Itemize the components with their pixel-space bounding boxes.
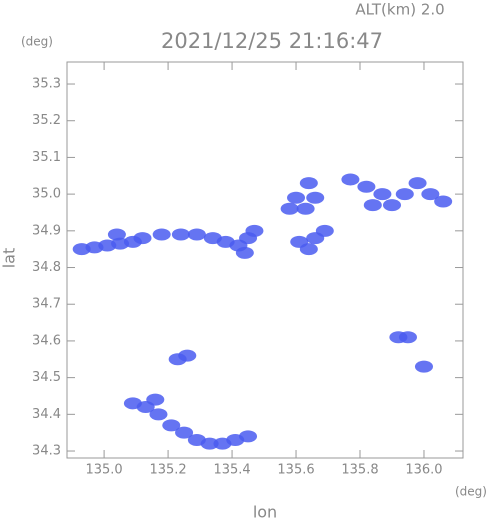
echo bbox=[299, 243, 318, 256]
echo bbox=[363, 199, 382, 212]
y-tick-label: 34.7 bbox=[32, 297, 61, 312]
y-tick-label: 35.3 bbox=[32, 77, 61, 92]
echo bbox=[382, 199, 401, 212]
echo bbox=[178, 349, 197, 362]
echo bbox=[306, 191, 325, 204]
x-tick-label: 135.8 bbox=[341, 463, 378, 478]
x-tick-label: 135.2 bbox=[149, 463, 186, 478]
y-tick-label: 34.5 bbox=[32, 370, 61, 385]
echo bbox=[245, 224, 264, 237]
echo bbox=[133, 232, 152, 245]
y-tick-label: 34.8 bbox=[32, 260, 61, 275]
plot-frame bbox=[66, 61, 464, 459]
echo bbox=[373, 188, 392, 201]
echo bbox=[200, 437, 219, 450]
y-axis-label: lat bbox=[0, 248, 19, 269]
echo bbox=[434, 195, 453, 208]
echo bbox=[287, 191, 306, 204]
echo bbox=[187, 228, 206, 241]
echo bbox=[398, 331, 417, 344]
echo bbox=[175, 426, 194, 439]
echo bbox=[152, 228, 171, 241]
y-tick-label: 35.0 bbox=[32, 187, 61, 202]
echo bbox=[146, 393, 165, 406]
echo bbox=[421, 188, 440, 201]
echo bbox=[235, 246, 254, 259]
echo bbox=[299, 177, 318, 190]
echo bbox=[239, 430, 258, 443]
echo bbox=[414, 360, 433, 373]
echo bbox=[395, 188, 414, 201]
y-tick-label: 34.6 bbox=[32, 333, 61, 348]
x-tick-label: 135.4 bbox=[213, 463, 250, 478]
echo bbox=[280, 202, 299, 215]
x-tick-label: 135.0 bbox=[85, 463, 122, 478]
echo bbox=[408, 177, 427, 190]
subtitle: ALT(km) 2.0 bbox=[355, 1, 444, 19]
echo bbox=[171, 228, 190, 241]
echo bbox=[315, 224, 334, 237]
echo bbox=[162, 419, 181, 432]
x-tick-label: 136.0 bbox=[405, 463, 442, 478]
y-tick-label: 35.1 bbox=[32, 150, 61, 165]
echo bbox=[296, 202, 315, 215]
chart-title: 2021/12/25 21:16:47 bbox=[161, 29, 383, 53]
x-axis-label: lon bbox=[253, 503, 277, 521]
echo bbox=[149, 408, 168, 421]
x-tick-label: 135.6 bbox=[277, 463, 314, 478]
echo bbox=[341, 173, 360, 186]
y-tick-label: 34.3 bbox=[32, 444, 61, 459]
echo bbox=[357, 180, 376, 193]
x-unit: (deg) bbox=[455, 485, 487, 499]
y-tick-label: 34.9 bbox=[32, 223, 61, 238]
y-tick-label: 34.4 bbox=[32, 407, 61, 422]
echo bbox=[107, 228, 126, 241]
y-tick-label: 35.2 bbox=[32, 113, 61, 128]
y-unit: (deg) bbox=[21, 35, 53, 49]
